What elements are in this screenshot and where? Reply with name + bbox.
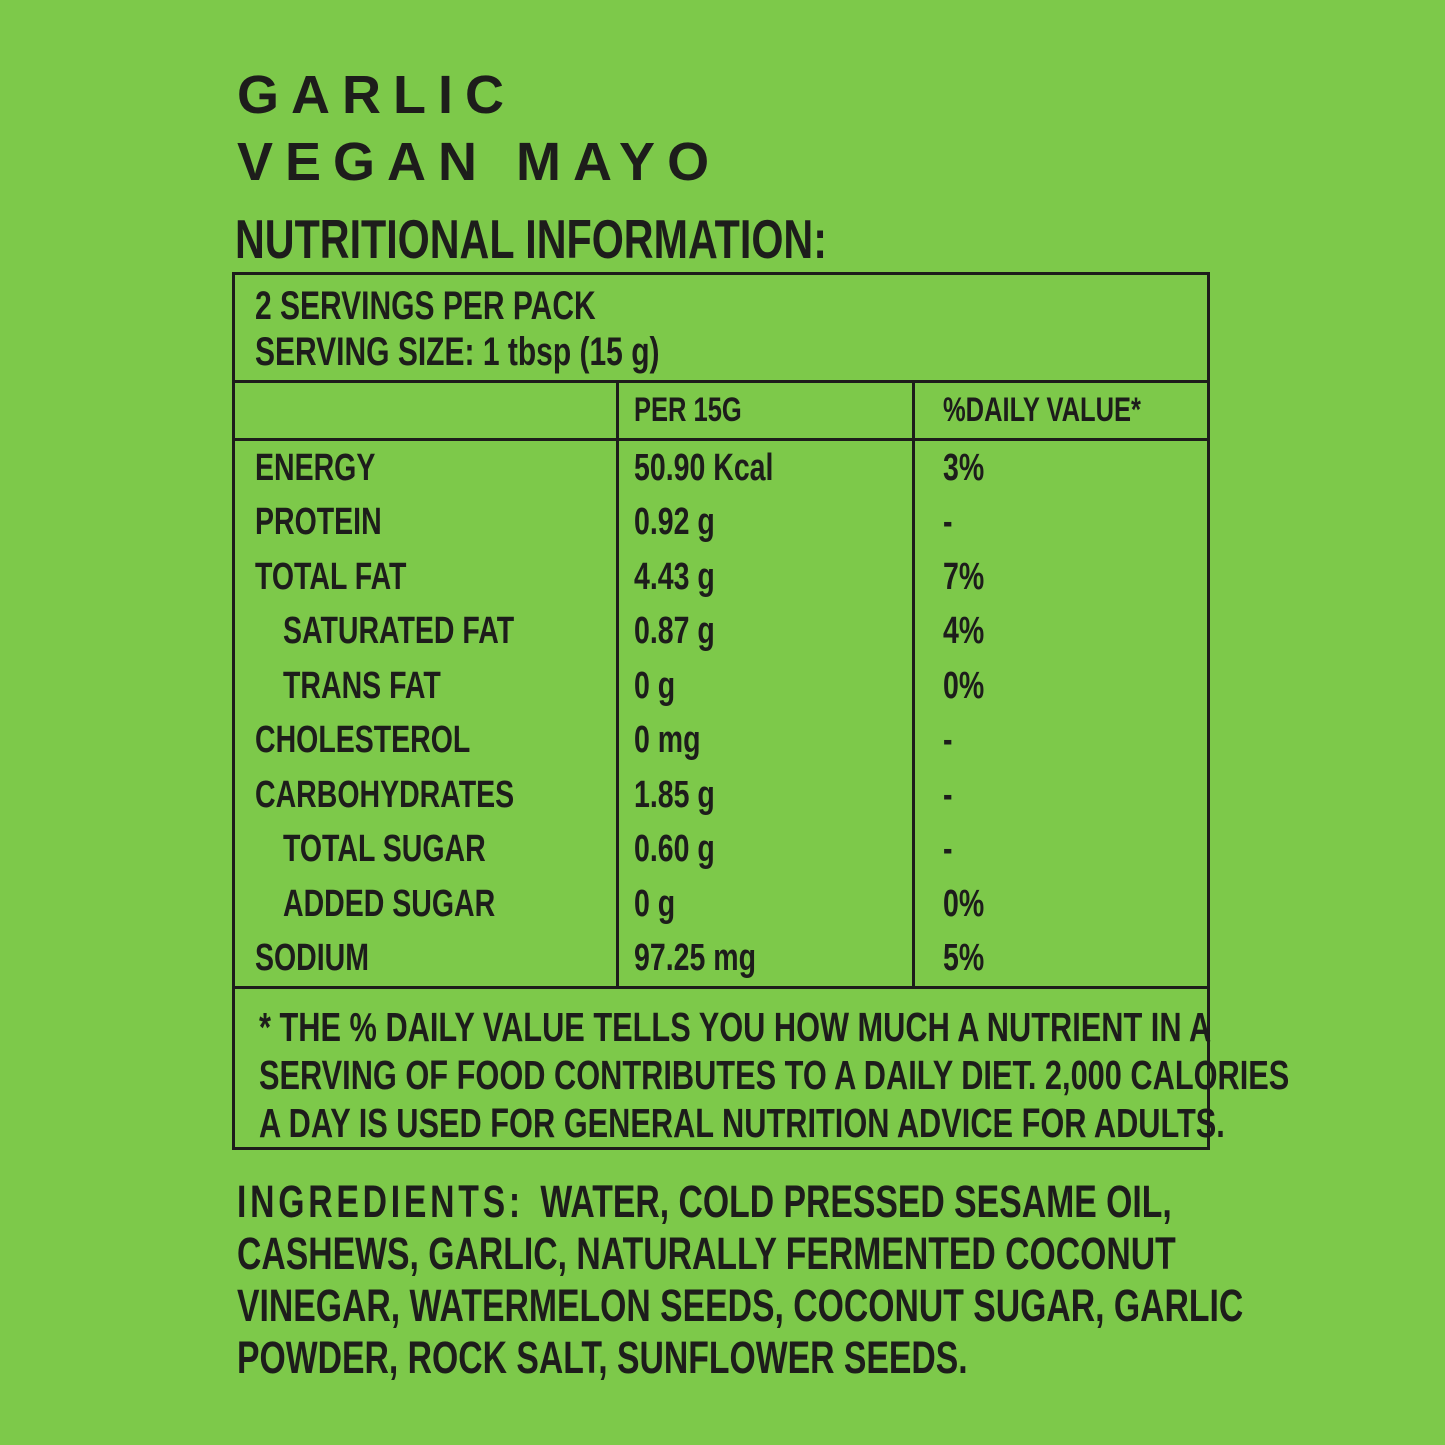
table-header-daily-value-text: %DAILY VALUE* [943,391,1141,429]
product-title: GARLIC VEGAN MAYO [237,62,721,196]
table-row-label-indented: TOTAL SUGAR [283,828,486,871]
serving-size: SERVING SIZE: 1 tbsp (15 g) [255,330,660,374]
nutritional-information-heading: NUTRITIONAL INFORMATION: [235,210,1024,268]
table-row-amount: 0 g [616,659,912,714]
table-row-label-indented: TRANS FAT [283,664,441,707]
ingredients-line: POWDER, ROCK SALT, SUNFLOWER SEEDS. [237,1332,968,1383]
table-row-amount: 0.60 g [616,822,912,877]
table-row-label-indented: ADDED SUGAR [283,882,496,925]
ingredients-section: INGREDIENTS: WATER, COLD PRESSED SESAME O… [237,1176,1445,1384]
table-row-label: CARBOHYDRATES [255,773,515,816]
ingredients-label: INGREDIENTS: [237,1176,524,1227]
product-title-line1: GARLIC [237,65,516,125]
footnote-line: SERVING OF FOOD CONTRIBUTES TO A DAILY D… [259,1052,1290,1098]
daily-value-footnote: * THE % DAILY VALUE TELLS YOU HOW MUCH A… [235,989,1290,1147]
table-row-amount: 4.43 g [616,550,912,605]
table-header-row: PER 15G %DAILY VALUE* [235,383,1207,441]
table-row-daily-value: 0% [912,659,1207,714]
table-row-label-indented: SATURATED FAT [283,610,515,653]
table-row-amount: 0 g [616,877,912,932]
table-body: ENERGY 50.90 Kcal 3% PROTEIN 0.92 g - TO… [235,441,1207,989]
footnote-line: * THE % DAILY VALUE TELLS YOU HOW MUCH A… [259,1004,1212,1050]
table-row-amount: 1.85 g [616,768,912,823]
table-header-per-15g: PER 15G [616,383,912,438]
ingredients-line: INGREDIENTS: WATER, COLD PRESSED SESAME O… [237,1176,1243,1228]
footnote-line: A DAY IS USED FOR GENERAL NUTRITION ADVI… [259,1100,1225,1146]
table-row-daily-value: 4% [912,604,1207,659]
nutrition-facts-table: 2 SERVINGS PER PACK SERVING SIZE: 1 tbsp… [232,272,1290,1150]
table-row-daily-value: 5% [912,931,1207,986]
table-row-label: ENERGY [255,446,376,489]
ingredients-line: CASHEWS, GARLIC, NATURALLY FERMENTED COC… [237,1228,1176,1279]
ingredients-line: VINEGAR, WATERMELON SEEDS, COCONUT SUGAR… [237,1280,1244,1331]
table-row-amount: 0.87 g [616,604,912,659]
table-row-daily-value: - [912,768,1207,823]
serving-info-section: 2 SERVINGS PER PACK SERVING SIZE: 1 tbsp… [235,275,1207,383]
table-row-label: PROTEIN [255,501,382,544]
table-row-daily-value: 7% [912,550,1207,605]
ingredients-text: WATER, COLD PRESSED SESAME OIL, [540,1176,1172,1227]
table-header-nutrient [235,383,616,438]
table-header-per-15g-text: PER 15G [634,391,742,429]
table-row-label: CHOLESTEROL [255,719,471,762]
nutritional-information-heading-text: NUTRITIONAL INFORMATION: [235,208,827,270]
table-row-label: TOTAL FAT [255,555,407,598]
table-row-label: SODIUM [255,937,369,980]
table-row-amount: 0.92 g [616,495,912,550]
table-row-daily-value: 3% [912,441,1207,496]
table-row-daily-value: - [912,822,1207,877]
table-header-daily-value: %DAILY VALUE* [912,383,1207,438]
table-row-daily-value: - [912,495,1207,550]
table-row-amount: 97.25 mg [616,931,912,986]
table-row-daily-value: - [912,713,1207,768]
product-title-line2: VEGAN MAYO [237,132,722,192]
table-row-amount: 50.90 Kcal [616,441,912,496]
servings-per-pack: 2 SERVINGS PER PACK [255,284,596,328]
table-row-amount: 0 mg [616,713,912,768]
table-row-daily-value: 0% [912,877,1207,932]
